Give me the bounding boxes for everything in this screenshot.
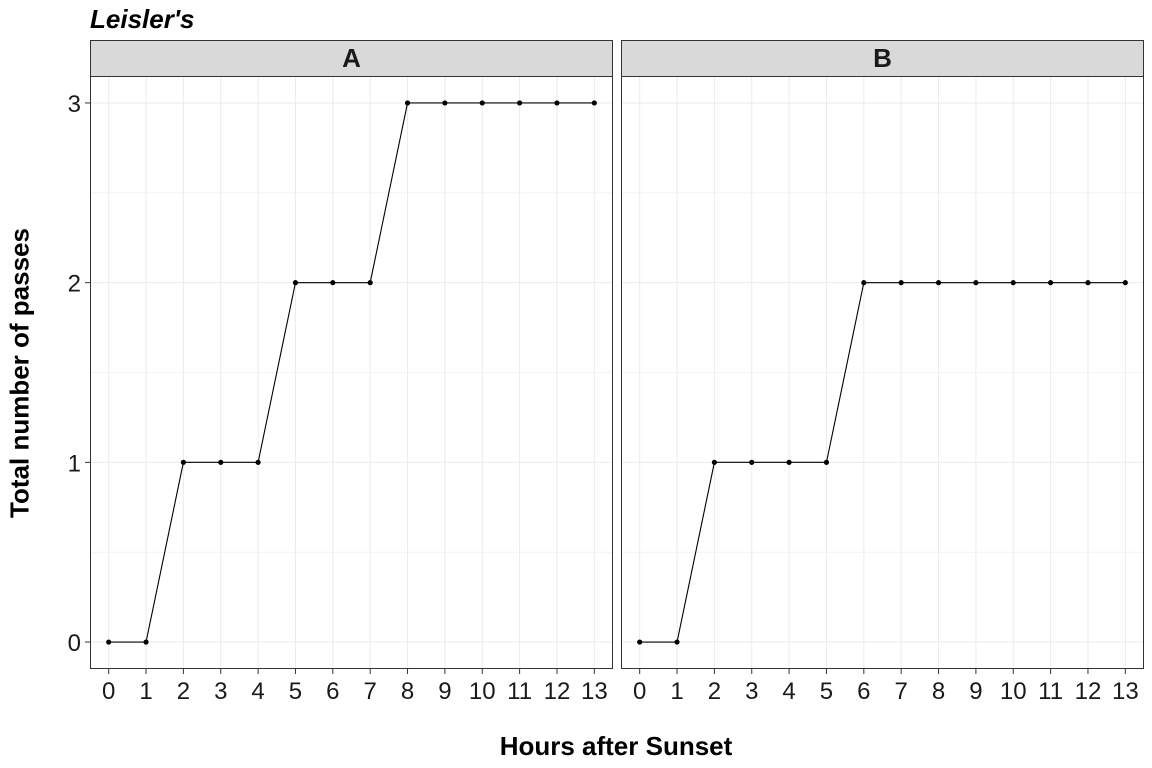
data-point: [442, 100, 448, 106]
data-point: [1122, 280, 1128, 286]
data-point: [1010, 280, 1016, 286]
x-tick-label: 6: [857, 678, 870, 705]
chart-title: Leisler's: [90, 4, 195, 34]
x-tick-label: 4: [251, 678, 264, 705]
data-point: [637, 639, 643, 645]
x-tick-label: 11: [1038, 678, 1063, 705]
data-point: [711, 459, 717, 465]
data-point: [292, 280, 299, 286]
data-point: [749, 459, 755, 465]
y-axis-label: Total number of passes: [4, 228, 35, 518]
facet-strip: [90, 40, 613, 77]
x-tick-label: 12: [544, 678, 571, 705]
x-tick-label: 7: [894, 678, 907, 705]
x-tick-label: 4: [782, 678, 795, 705]
x-tick-label: 13: [1112, 678, 1139, 705]
x-tick-label: 1: [670, 678, 683, 705]
data-point: [367, 280, 373, 286]
y-tick-label: 1: [68, 450, 81, 477]
x-tick-label: 0: [633, 678, 646, 705]
x-tick-label: 3: [214, 678, 227, 705]
data-point: [180, 459, 186, 465]
data-point: [786, 459, 792, 465]
x-tick-label: 3: [745, 678, 758, 705]
x-axis-label: Hours after Sunset: [499, 731, 733, 761]
x-tick-label: 6: [326, 678, 339, 705]
panel-B: B0 1 2 3 4 5 6 7 8 9 10 11 12 13: [621, 40, 1144, 705]
data-point: [554, 100, 560, 106]
x-tick-label: 2: [708, 678, 721, 705]
data-point: [330, 280, 336, 286]
x-tick-label: 13: [581, 678, 608, 705]
data-point: [1085, 280, 1091, 286]
x-tick-label: 8: [401, 678, 414, 705]
data-point: [861, 280, 867, 286]
data-point: [591, 100, 597, 106]
x-tick-label: 10: [1000, 678, 1027, 705]
y-tick-label: 2: [68, 271, 81, 298]
facet-strip: [621, 40, 1144, 77]
x-tick-label: 9: [969, 678, 982, 705]
x-tick-label: 5: [289, 678, 302, 705]
y-tick-label: 3: [68, 91, 81, 118]
facet-strip-label: A: [342, 43, 361, 73]
facet-strip-label: B: [873, 43, 892, 73]
data-point: [106, 639, 112, 645]
series-line: [108, 102, 595, 643]
data-point: [517, 100, 523, 106]
x-tick-label: 11: [507, 678, 532, 705]
data-point: [935, 280, 942, 286]
x-tick-label: 7: [363, 678, 376, 705]
x-tick-label: 12: [1075, 678, 1102, 705]
data-point: [898, 280, 904, 286]
series-line: [639, 282, 1126, 643]
data-point: [823, 459, 830, 465]
x-tick-label: 9: [438, 678, 451, 705]
x-tick-label: 5: [820, 678, 833, 705]
data-point: [218, 459, 224, 465]
x-tick-label: 10: [469, 678, 496, 705]
data-point: [404, 100, 411, 106]
data-point: [973, 280, 979, 286]
y-tick-label: 0: [68, 630, 81, 657]
data-point: [143, 639, 149, 645]
data-point: [1048, 280, 1054, 286]
x-tick-label: 1: [139, 678, 152, 705]
data-point: [479, 100, 485, 106]
x-tick-label: 0: [102, 678, 115, 705]
x-tick-label: 2: [177, 678, 190, 705]
data-point: [674, 639, 680, 645]
data-point: [255, 459, 261, 465]
x-tick-label: 8: [932, 678, 945, 705]
